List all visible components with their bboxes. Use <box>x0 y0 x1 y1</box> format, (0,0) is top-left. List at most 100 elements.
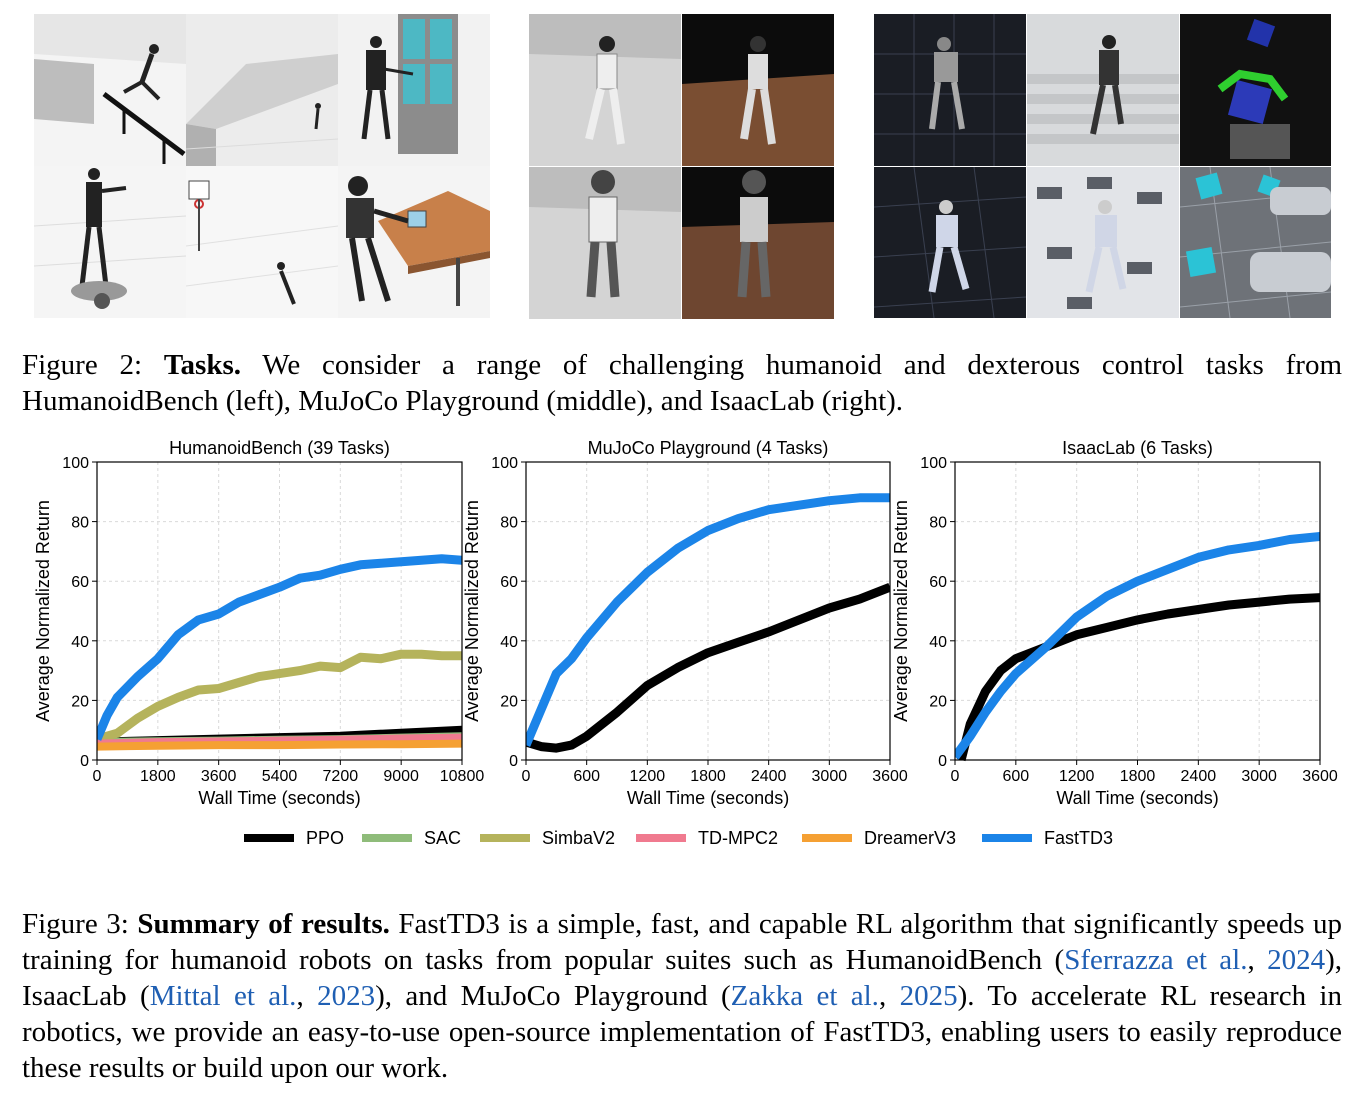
x-tick-label: 0 <box>93 768 102 785</box>
figure2-text: We consider a range of challenging human… <box>22 349 1343 417</box>
legend-label: DreamerV3 <box>864 827 957 848</box>
x-tick-label: 3600 <box>1302 768 1338 785</box>
citation-sep: , <box>296 980 318 1012</box>
legend-label: PPO <box>306 827 345 848</box>
mjp-t1-light-image <box>529 167 681 319</box>
figure2-label: Figure 2: <box>22 349 143 381</box>
y-tick-label: 40 <box>500 634 518 651</box>
il-g1-dark-image <box>874 167 1026 318</box>
figure2-caption: Figure 2: Tasks. We consider a range of … <box>22 347 1342 419</box>
figure3-text-b: ), IsaacLab ( <box>22 944 1342 1012</box>
y-tick-label: 100 <box>491 455 518 472</box>
x-tick-label: 7200 <box>323 768 359 785</box>
legend-label: SAC <box>424 827 462 848</box>
series-line-ppo <box>956 593 1320 762</box>
figure3-caption: Figure 3: Summary of results. FastTD3 is… <box>22 906 1342 1086</box>
figure3-text-c: ), and MuJoCo Playground ( <box>375 980 731 1012</box>
series-line-fasttd3 <box>955 532 1320 760</box>
results-charts: 0 1800 3600 5400 7200 9000 10800 0 20 40 60 80 100 Hu… <box>33 438 1338 808</box>
y-tick-label: 0 <box>80 753 89 770</box>
citation-zakka[interactable]: Zakka et al. <box>730 980 879 1012</box>
y-axis-label: Average Normalized Return <box>891 500 911 722</box>
legend-simbav2: SimbaV2 <box>480 826 615 850</box>
citation-zakka-year[interactable]: 2025 <box>899 980 958 1012</box>
legend-dreamerv3: DreamerV3 <box>802 826 956 850</box>
figure3-title: Summary of results. <box>137 908 390 940</box>
legend-swatch <box>802 834 852 842</box>
y-tick-label: 20 <box>500 693 518 710</box>
x-tick-label: 600 <box>573 768 600 785</box>
y-tick-label: 0 <box>938 753 947 770</box>
figure3-label: Figure 3: <box>22 908 129 940</box>
y-tick-label: 80 <box>71 515 89 532</box>
citation-sep: , <box>1247 944 1268 976</box>
y-tick-label: 40 <box>929 634 947 651</box>
x-tick-label: 1800 <box>690 768 726 785</box>
x-tick-label: 2400 <box>1181 768 1217 785</box>
x-tick-label: 9000 <box>383 768 419 785</box>
series-line-dreamerv3 <box>97 739 462 751</box>
legend-swatch <box>636 834 686 842</box>
citation-mittal[interactable]: Mittal et al. <box>149 980 297 1012</box>
legend-sac: SAC <box>362 826 461 850</box>
y-tick-label: 0 <box>509 753 518 770</box>
legend-swatch <box>982 834 1032 842</box>
x-tick-label: 10800 <box>440 768 485 785</box>
series-line-simbav2 <box>97 649 462 744</box>
x-tick-label: 1800 <box>140 768 176 785</box>
y-tick-label: 40 <box>71 634 89 651</box>
figure3-text-d: ). To accelerate RL research in robotics… <box>22 980 1342 1084</box>
y-tick-label: 100 <box>920 455 947 472</box>
x-tick-label: 1200 <box>630 768 666 785</box>
legend-ppo: PPO <box>244 826 344 850</box>
x-tick-label: 3600 <box>872 768 908 785</box>
il-dex-hands-image <box>1180 167 1331 318</box>
il-h1-dark-image <box>874 14 1026 166</box>
y-tick-label: 20 <box>71 693 89 710</box>
x-tick-label: 3600 <box>201 768 237 785</box>
chart-title: MuJoCo Playground (4 Tasks) <box>588 438 829 458</box>
mujoco-playground-images <box>529 14 834 319</box>
y-tick-label: 60 <box>71 574 89 591</box>
isaaclab-images <box>874 14 1331 318</box>
legend-swatch <box>244 834 294 842</box>
citation-mittal-year[interactable]: 2023 <box>317 980 376 1012</box>
hb-table-image <box>338 166 490 318</box>
legend-tdmpc2: TD-MPC2 <box>636 826 778 850</box>
mjp-g1-dark-image <box>682 14 834 166</box>
mjp-t1-dark-image <box>682 167 834 319</box>
x-tick-label: 1200 <box>1059 768 1095 785</box>
hb-balance-image <box>34 166 186 318</box>
hb-basketball-image <box>186 166 338 318</box>
x-axis-label: Wall Time (seconds) <box>627 788 789 808</box>
series-line-ppo <box>526 583 890 753</box>
mjp-g1-light-image <box>529 14 681 166</box>
il-stairs-image <box>1027 14 1179 166</box>
legend-swatch <box>480 834 530 842</box>
series-line-fasttd3 <box>526 493 890 747</box>
citation-sferrazza[interactable]: Sferrazza et al. <box>1064 944 1248 976</box>
y-axis-label: Average Normalized Return <box>33 500 53 722</box>
legend-label: TD-MPC2 <box>698 827 778 848</box>
hb-window-image <box>338 14 490 166</box>
il-cube-hand-image <box>1180 14 1331 166</box>
figure2-title: Tasks. <box>163 349 242 381</box>
x-axis-label: Wall Time (seconds) <box>198 788 360 808</box>
y-tick-label: 60 <box>929 574 947 591</box>
chart-legend: PPO SAC SimbaV2 TD-MPC2 DreamerV3 FastTD… <box>0 826 1358 850</box>
x-tick-label: 1800 <box>1120 768 1156 785</box>
il-terrain-image <box>1027 167 1179 318</box>
humanoidbench-images <box>34 14 490 318</box>
series-line-fasttd3 <box>97 554 462 741</box>
citation-sferrazza-year[interactable]: 2024 <box>1267 944 1326 976</box>
legend-label: FastTD3 <box>1044 827 1114 848</box>
hb-hurdle-image <box>34 14 186 166</box>
y-axis-label: Average Normalized Return <box>462 500 482 722</box>
x-tick-label: 0 <box>951 768 960 785</box>
y-tick-label: 80 <box>500 515 518 532</box>
chart-title: HumanoidBench (39 Tasks) <box>169 438 390 458</box>
chart-title: IsaacLab (6 Tasks) <box>1062 438 1213 458</box>
y-tick-label: 100 <box>62 455 89 472</box>
legend-swatch <box>362 834 412 842</box>
y-tick-label: 20 <box>929 693 947 710</box>
